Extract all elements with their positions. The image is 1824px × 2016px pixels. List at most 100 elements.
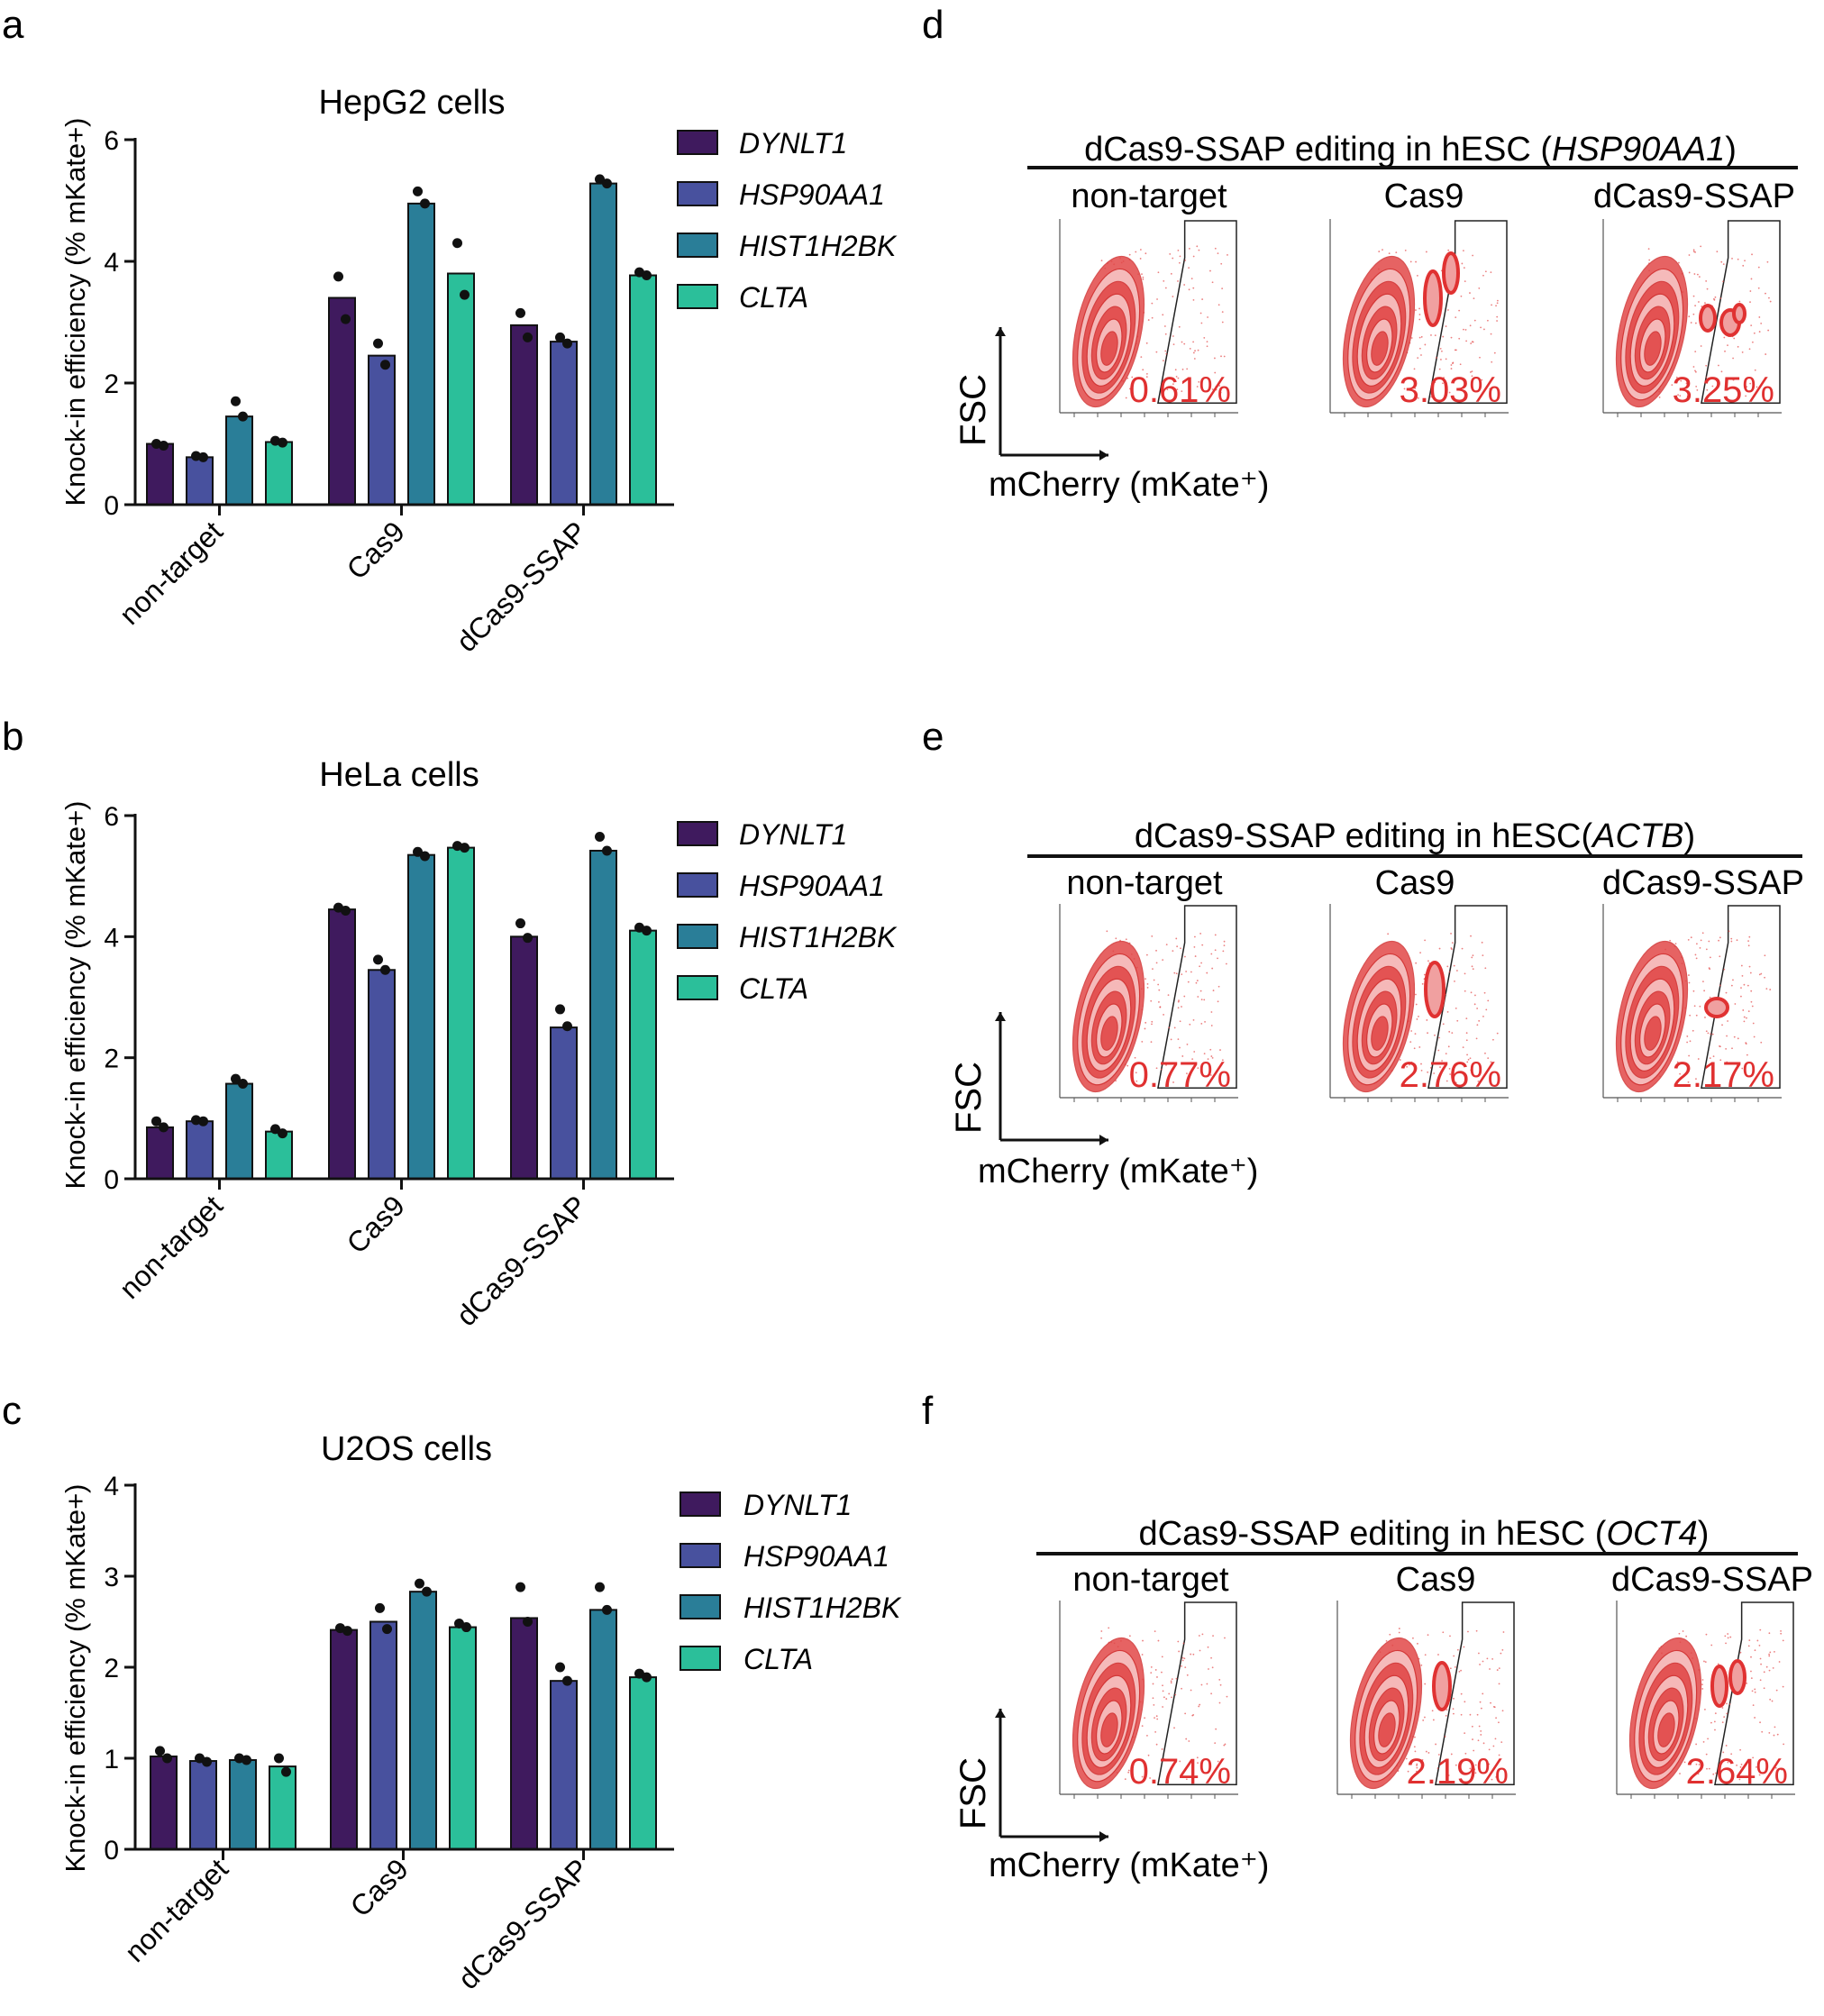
positive-population (1728, 1659, 1746, 1695)
event-dot (1500, 1652, 1502, 1655)
bar-hsp90aa1 (550, 1026, 578, 1181)
event-dot (1460, 1669, 1462, 1672)
event-dot (1165, 1063, 1167, 1066)
event-dot (1726, 1712, 1728, 1715)
event-dot (1453, 1655, 1455, 1657)
y-tick-label: 0 (104, 1836, 119, 1865)
event-dot (1759, 1679, 1762, 1682)
event-dot (1199, 933, 1202, 935)
event-dot (1780, 1629, 1782, 1632)
event-dot (1751, 1005, 1754, 1008)
event-dot (1759, 1721, 1761, 1724)
flow-panel-e: e dCas9-SSAP editing in hESC(ACTB) non-t… (922, 715, 1804, 1190)
event-dot (1187, 981, 1190, 983)
event-dot (1496, 1032, 1499, 1035)
event-dot (1447, 249, 1450, 251)
event-dot (1740, 964, 1743, 967)
event-dot (1712, 297, 1715, 300)
event-dot (1715, 1772, 1717, 1774)
event-dot (1141, 1654, 1144, 1656)
replicate-point (270, 1124, 280, 1135)
event-dot (1750, 1656, 1752, 1658)
event-dot (1763, 1671, 1765, 1674)
event-dot (1498, 1721, 1500, 1724)
event-dot (1482, 1742, 1485, 1745)
event-dot (1427, 960, 1429, 962)
replicate-point (415, 1578, 424, 1589)
event-dot (1694, 370, 1697, 373)
event-dot (1736, 1764, 1738, 1766)
event-dot (1450, 336, 1453, 339)
y-tick-label: 1 (104, 1745, 119, 1774)
event-dot (1689, 1014, 1692, 1017)
event-dot (1747, 1010, 1750, 1013)
bar-dynlt1 (510, 935, 538, 1181)
event-dot (1769, 1698, 1772, 1701)
event-dot (1162, 959, 1164, 962)
event-dot (1196, 245, 1199, 248)
event-dot (1748, 935, 1751, 938)
event-dot (1207, 1058, 1209, 1061)
event-dot (1759, 1628, 1762, 1631)
event-dot (1501, 1648, 1504, 1651)
event-dot (1685, 1635, 1688, 1637)
event-dot (1768, 1632, 1771, 1635)
event-dot (1448, 1030, 1451, 1033)
event-dot (1464, 990, 1466, 992)
event-dot (1197, 996, 1199, 998)
event-dot (1716, 251, 1719, 253)
event-dot (1725, 1745, 1728, 1747)
bar-panel-a: a HepG2 cells Knock-in efficiency (% mKa… (2, 3, 898, 658)
event-dot (1190, 1689, 1192, 1692)
event-dot (1720, 370, 1723, 373)
event-dot (1482, 1692, 1484, 1695)
replicate-point (238, 411, 248, 422)
event-dot (1214, 247, 1217, 250)
event-dot (1446, 1709, 1448, 1711)
event-dot (1712, 1773, 1715, 1775)
chart-title: HeLa cells (319, 756, 479, 794)
event-dot (1196, 980, 1199, 981)
legend-swatch-hist1h2bk (677, 924, 718, 949)
y-tick-label: 3 (104, 1563, 119, 1592)
event-dot (1780, 1768, 1783, 1771)
event-dot (1748, 1639, 1751, 1641)
event-dot (1471, 956, 1473, 959)
event-dot (1473, 319, 1476, 322)
event-dot (1100, 260, 1103, 262)
event-dot (1387, 933, 1390, 935)
event-dot (1168, 1692, 1171, 1695)
event-dot (1769, 1651, 1772, 1654)
flow-title-prefix: dCas9-SSAP editing in hESC ( (1084, 131, 1552, 169)
event-dot (1743, 1016, 1746, 1018)
event-dot (1470, 1069, 1473, 1072)
event-dot (1490, 1701, 1491, 1704)
plot-area: 0 2 4 6 (104, 802, 674, 1195)
event-dot (1705, 948, 1708, 951)
positive-population (1699, 304, 1717, 333)
event-dot (1163, 360, 1164, 362)
event-dot (1455, 349, 1457, 351)
event-dot (1753, 332, 1756, 334)
event-dot (1445, 1714, 1447, 1717)
event-dot (1752, 1756, 1755, 1759)
y-axis-label: Knock-in efficiency (% mKate+) (59, 1483, 91, 1872)
event-dot (1742, 1009, 1745, 1011)
bar-dynlt1 (510, 1617, 538, 1850)
event-dot (1165, 1698, 1168, 1700)
replicate-point (375, 1602, 385, 1613)
event-dot (1477, 1739, 1480, 1742)
event-dot (1754, 1717, 1756, 1719)
bar-dynlt1 (150, 1755, 178, 1850)
event-dot (1188, 267, 1190, 269)
replicate-point (278, 437, 287, 448)
event-dot (1474, 1764, 1477, 1766)
event-dot (1469, 1767, 1472, 1770)
bar-panel-b: b HeLa cells Knock-in efficiency (% mKat… (2, 715, 898, 1332)
event-dot (1145, 252, 1147, 255)
density-contour (1378, 1712, 1396, 1747)
gate-percentage: 2.76% (1400, 1055, 1501, 1095)
bar-hsp90aa1 (369, 1620, 397, 1850)
event-dot (1747, 940, 1749, 943)
event-dot (1694, 351, 1697, 353)
